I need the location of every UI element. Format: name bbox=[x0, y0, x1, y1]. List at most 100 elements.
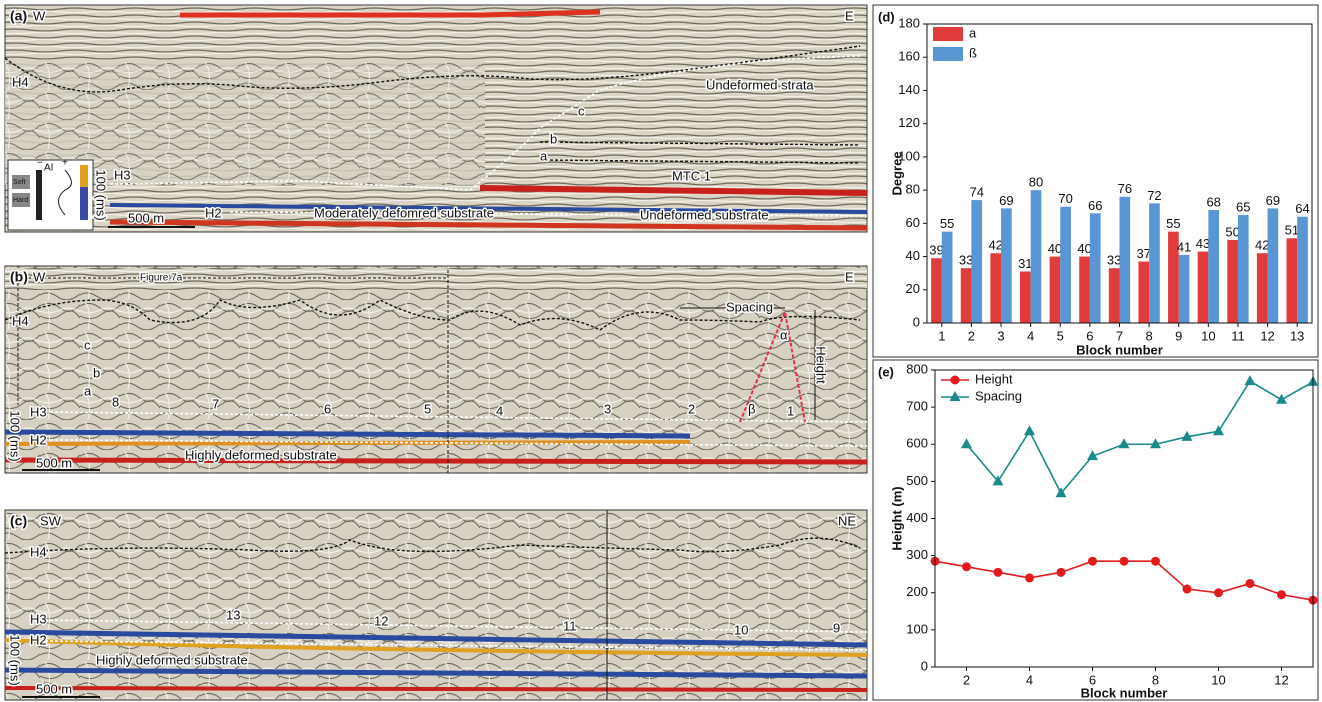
y-axis-label: Degree bbox=[889, 151, 904, 195]
y-tick-label: 300 bbox=[906, 547, 928, 562]
x-tick-label: 10 bbox=[1201, 328, 1215, 343]
bar bbox=[971, 200, 982, 323]
ai-bar bbox=[36, 170, 42, 220]
time-scale-label: 100 (ms) bbox=[8, 410, 23, 461]
value-label: 69 bbox=[999, 193, 1013, 208]
marker bbox=[1151, 557, 1160, 566]
ai-label: − bbox=[37, 158, 43, 169]
scale-bar-label: 500 m bbox=[128, 210, 164, 225]
reflector bbox=[5, 688, 867, 690]
marker bbox=[1088, 557, 1097, 566]
legend-marker bbox=[950, 391, 961, 401]
marker bbox=[962, 562, 971, 571]
bar bbox=[1020, 272, 1031, 323]
panel-label: (b) bbox=[10, 269, 28, 285]
x-tick-label: 11 bbox=[1231, 328, 1245, 343]
y-tick-label: 120 bbox=[898, 115, 920, 130]
x-tick-label: 10 bbox=[1211, 672, 1225, 687]
marker bbox=[1213, 425, 1224, 435]
horizon-label: b bbox=[93, 365, 100, 380]
value-label: 76 bbox=[1118, 181, 1132, 196]
horizon-label: H3 bbox=[114, 167, 131, 182]
y-tick-label: 200 bbox=[906, 584, 928, 599]
bar bbox=[942, 232, 953, 323]
horizon-label: H2 bbox=[30, 432, 47, 447]
ai-label: + bbox=[62, 158, 68, 169]
ai-label: AI bbox=[44, 163, 53, 174]
color-bar bbox=[80, 165, 88, 187]
block-label: 3 bbox=[604, 401, 611, 416]
legend-label: Height bbox=[975, 371, 1013, 386]
value-label: 55 bbox=[940, 216, 954, 231]
bar bbox=[990, 253, 1001, 323]
panel-label: (c) bbox=[10, 513, 27, 529]
annotation: Height bbox=[814, 346, 829, 384]
marker bbox=[1214, 588, 1223, 597]
horizon-label: H2 bbox=[205, 205, 222, 220]
y-axis-label: Height (m) bbox=[889, 486, 904, 550]
y-tick-label: 800 bbox=[906, 361, 928, 376]
value-label: 72 bbox=[1147, 188, 1161, 203]
panel-label: (d) bbox=[878, 9, 895, 24]
marker bbox=[1025, 573, 1034, 582]
marker bbox=[1276, 394, 1287, 404]
horizon-label: H3 bbox=[30, 404, 47, 419]
x-tick-label: 8 bbox=[1152, 672, 1159, 687]
horizon-label: H3 bbox=[30, 611, 47, 626]
bar bbox=[1257, 253, 1268, 323]
x-tick-label: 1 bbox=[938, 328, 945, 343]
bar bbox=[1287, 238, 1298, 323]
bar bbox=[1050, 257, 1061, 323]
y-tick-label: 20 bbox=[906, 281, 920, 296]
value-label: 41 bbox=[1177, 239, 1191, 254]
y-tick-label: 140 bbox=[898, 82, 920, 97]
block-label: 2 bbox=[688, 401, 695, 416]
seismic-top bbox=[5, 268, 867, 290]
ai-label: Soft bbox=[13, 179, 26, 186]
annotation: Undeformed substrate bbox=[640, 207, 769, 222]
reflector bbox=[5, 460, 867, 462]
marker bbox=[1245, 375, 1256, 385]
y-tick-label: 500 bbox=[906, 473, 928, 488]
x-tick-label: 6 bbox=[1089, 672, 1096, 687]
x-tick-label: 4 bbox=[1026, 672, 1033, 687]
direction: E bbox=[845, 8, 854, 23]
bar bbox=[1109, 268, 1120, 323]
time-scale-label: 100 (ms) bbox=[8, 634, 23, 685]
panel-label: (e) bbox=[878, 364, 894, 379]
value-label: 33 bbox=[1107, 253, 1121, 268]
y-tick-label: 0 bbox=[913, 314, 920, 329]
horizon-label: H4 bbox=[12, 74, 29, 89]
panel-c: (c) SW NE H4 H3 H2 13 12 11 10 9 Highly … bbox=[5, 510, 867, 700]
annotation: Highly deformed substrate bbox=[185, 447, 337, 462]
x-tick-label: 6 bbox=[1086, 328, 1093, 343]
block-label: 7 bbox=[212, 396, 219, 411]
panel-frame bbox=[873, 360, 1318, 700]
horizon-label: c bbox=[578, 103, 585, 118]
figure: (a) W E H4 Undeformed strata c b a H3 MT… bbox=[0, 0, 1322, 702]
value-label: 33 bbox=[959, 253, 973, 268]
annotation: Highly deformed substrate bbox=[96, 652, 248, 667]
marker bbox=[1119, 438, 1130, 448]
bar bbox=[1090, 213, 1101, 323]
bar bbox=[1297, 217, 1308, 323]
bar bbox=[1079, 257, 1090, 323]
x-tick-label: 7 bbox=[1116, 328, 1123, 343]
value-label: 65 bbox=[1236, 199, 1250, 214]
marker bbox=[1246, 579, 1255, 588]
figure-reference: Figure 7a bbox=[140, 273, 183, 284]
scale-bar-label: 500 m bbox=[36, 455, 72, 470]
marker bbox=[1024, 425, 1035, 435]
bar bbox=[1060, 207, 1071, 323]
y-tick-label: 160 bbox=[898, 49, 920, 64]
block-label: 6 bbox=[324, 401, 331, 416]
legend-swatch bbox=[933, 27, 963, 41]
marker bbox=[961, 438, 972, 448]
bar bbox=[1120, 197, 1131, 323]
x-tick-label: 12 bbox=[1274, 672, 1288, 687]
marker bbox=[1277, 590, 1286, 599]
value-label: 66 bbox=[1088, 198, 1102, 213]
horizon-label: c bbox=[84, 337, 91, 352]
marker bbox=[994, 568, 1003, 577]
scale-bar-label: 500 m bbox=[36, 681, 72, 696]
